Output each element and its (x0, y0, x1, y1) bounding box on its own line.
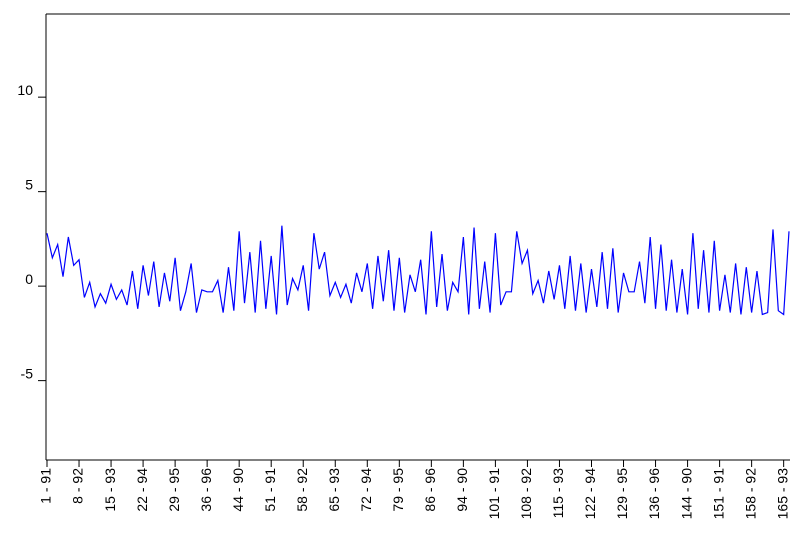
x-tick-label: 36 - 96 (198, 468, 214, 512)
x-tick-label: 151 - 91 (710, 468, 726, 520)
x-tick-label: 101 - 91 (486, 468, 502, 520)
x-tick-label: 65 - 93 (326, 468, 342, 512)
x-tick-label: 51 - 91 (262, 468, 278, 512)
x-tick-label: 165 - 93 (774, 468, 790, 520)
x-tick-label: 29 - 95 (166, 468, 182, 512)
y-tick-label: 0 (25, 271, 33, 287)
x-tick-label: 144 - 90 (678, 468, 694, 520)
x-tick-label: 136 - 96 (646, 468, 662, 520)
x-tick-label: 115 - 93 (550, 468, 566, 519)
x-tick-label: 86 - 96 (422, 468, 438, 512)
x-tick-label: 129 - 95 (614, 468, 630, 520)
x-tick-label: 122 - 94 (582, 468, 598, 520)
x-tick-label: 58 - 92 (294, 468, 310, 512)
x-tick-label: 158 - 92 (742, 468, 758, 520)
y-tick-label: 5 (25, 176, 33, 192)
y-tick-label: -5 (21, 365, 34, 381)
y-tick-label: 10 (17, 82, 33, 98)
data-line (46, 225, 790, 316)
x-tick-label: 22 - 94 (134, 468, 150, 512)
x-tick-label: 8 - 92 (70, 468, 86, 504)
x-tick-label: 1 - 91 (38, 468, 54, 504)
x-tick-label: 72 - 94 (358, 468, 374, 512)
x-tick-label: 79 - 95 (390, 468, 406, 512)
x-tick-label: 44 - 90 (230, 468, 246, 512)
x-tick-label: 94 - 90 (454, 468, 470, 512)
x-tick-label: 15 - 93 (102, 468, 118, 512)
x-tick-label: 108 - 92 (518, 468, 534, 520)
